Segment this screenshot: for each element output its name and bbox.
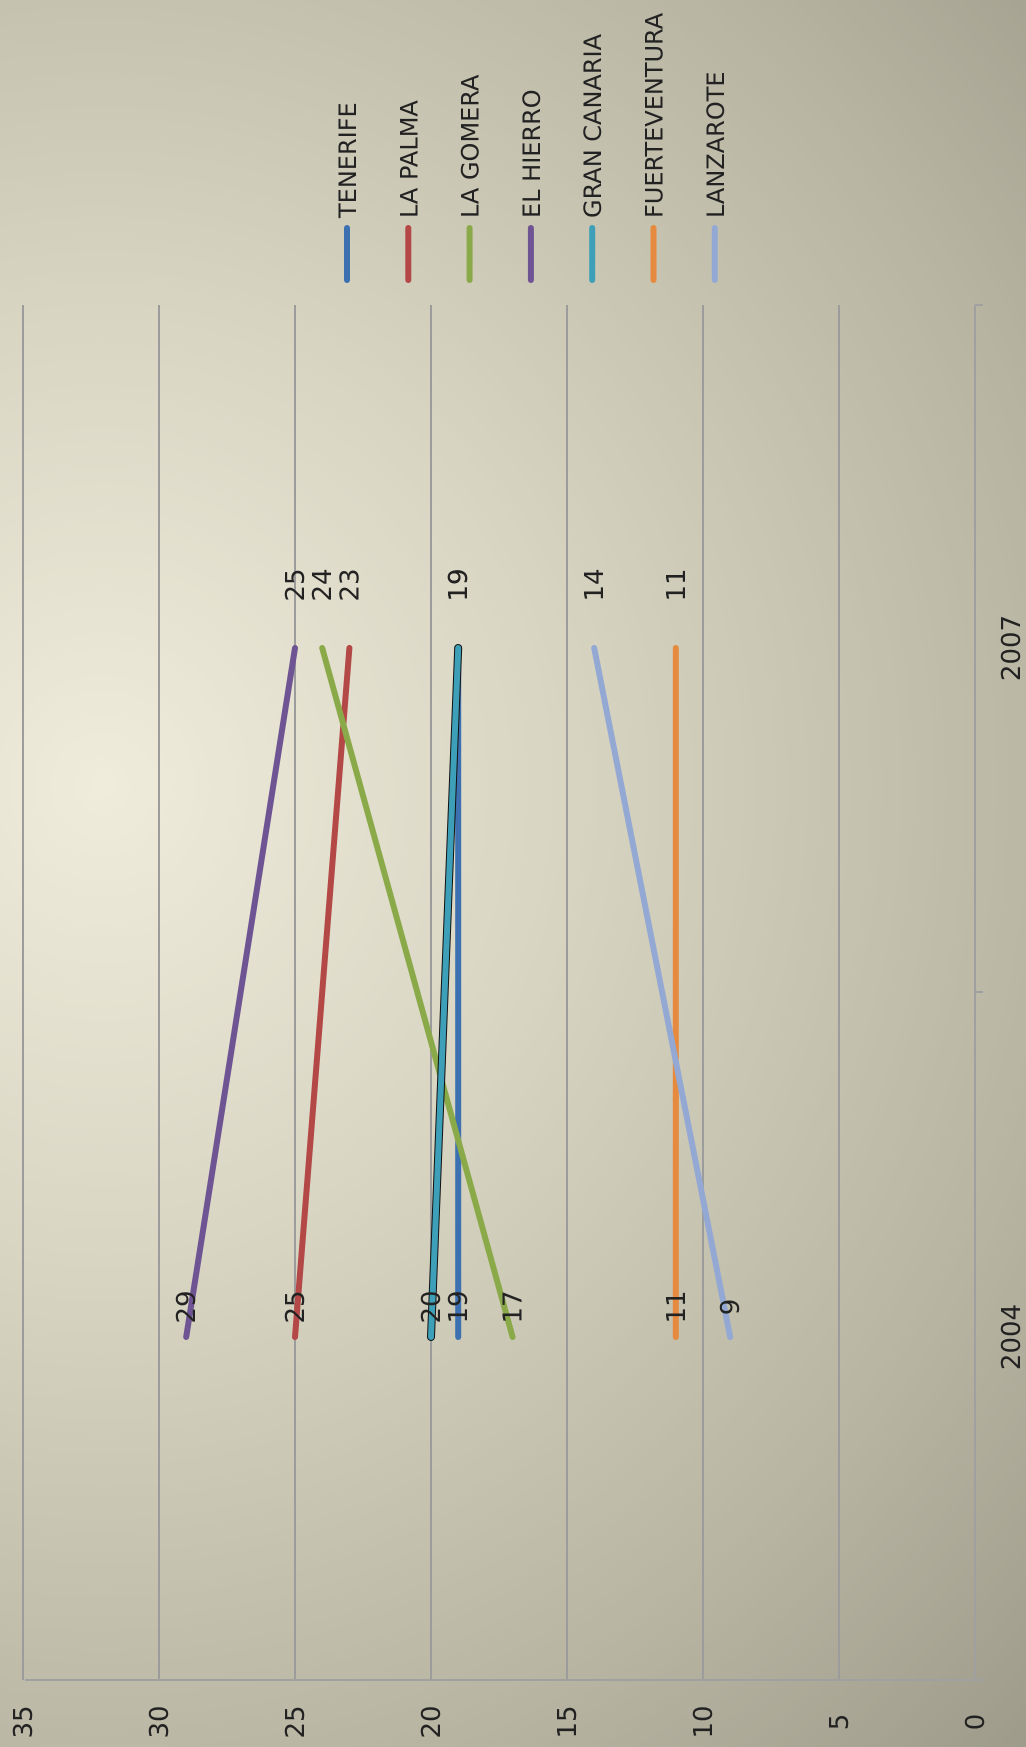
legend-label: GRAN CANARIA (579, 33, 607, 218)
y-tick-label: 10 (689, 1705, 719, 1738)
data-label: 25 (281, 1290, 311, 1323)
y-tick-label: 20 (417, 1705, 447, 1738)
y-tick-label: 0 (961, 1714, 991, 1731)
data-label: 9 (716, 1299, 746, 1316)
y-tick-label: 25 (281, 1705, 311, 1738)
gridlines (22, 305, 840, 1680)
x-tick-label: 2007 (997, 615, 1026, 681)
data-label: 11 (662, 1290, 692, 1323)
y-tick-label: 5 (825, 1714, 855, 1731)
data-label: 24 (308, 568, 338, 601)
data-label: 14 (580, 568, 610, 601)
series-line (591, 645, 734, 1340)
series-line (428, 645, 462, 1340)
series-line (319, 645, 516, 1340)
x-tick-label: 2004 (997, 1304, 1026, 1370)
data-label: 19 (444, 568, 474, 601)
series-line (292, 645, 353, 1340)
data-label: 17 (499, 1290, 529, 1323)
legend: TENERIFE LA PALMA LA GOMERA EL HIERRO GRAN C… (334, 12, 730, 283)
y-tick-label: 35 (9, 1705, 39, 1738)
legend-label: LANZAROTE (702, 71, 730, 218)
legend-label: TENERIFE (334, 102, 362, 219)
y-tick-label: 15 (553, 1705, 583, 1738)
legend-label: FUERTEVENTURA (641, 12, 669, 218)
series-line (183, 645, 298, 1340)
y-tick-label: 30 (145, 1705, 175, 1738)
data-label: 25 (281, 568, 311, 601)
axes: 0 5 10 15 20 25 30 35 2004 2007 (9, 304, 1026, 1739)
data-label: 19 (444, 1290, 474, 1323)
data-label: 20 (417, 1290, 447, 1323)
series-lines (183, 644, 734, 1341)
data-label: 11 (662, 568, 692, 601)
data-label: 19 (444, 568, 474, 601)
data-label: 23 (335, 568, 365, 601)
data-label: 29 (172, 1290, 202, 1323)
legend-label: LA GOMERA (457, 74, 485, 218)
legend-label: EL HIERRO (518, 89, 546, 218)
legend-label: LA PALMA (395, 100, 423, 218)
